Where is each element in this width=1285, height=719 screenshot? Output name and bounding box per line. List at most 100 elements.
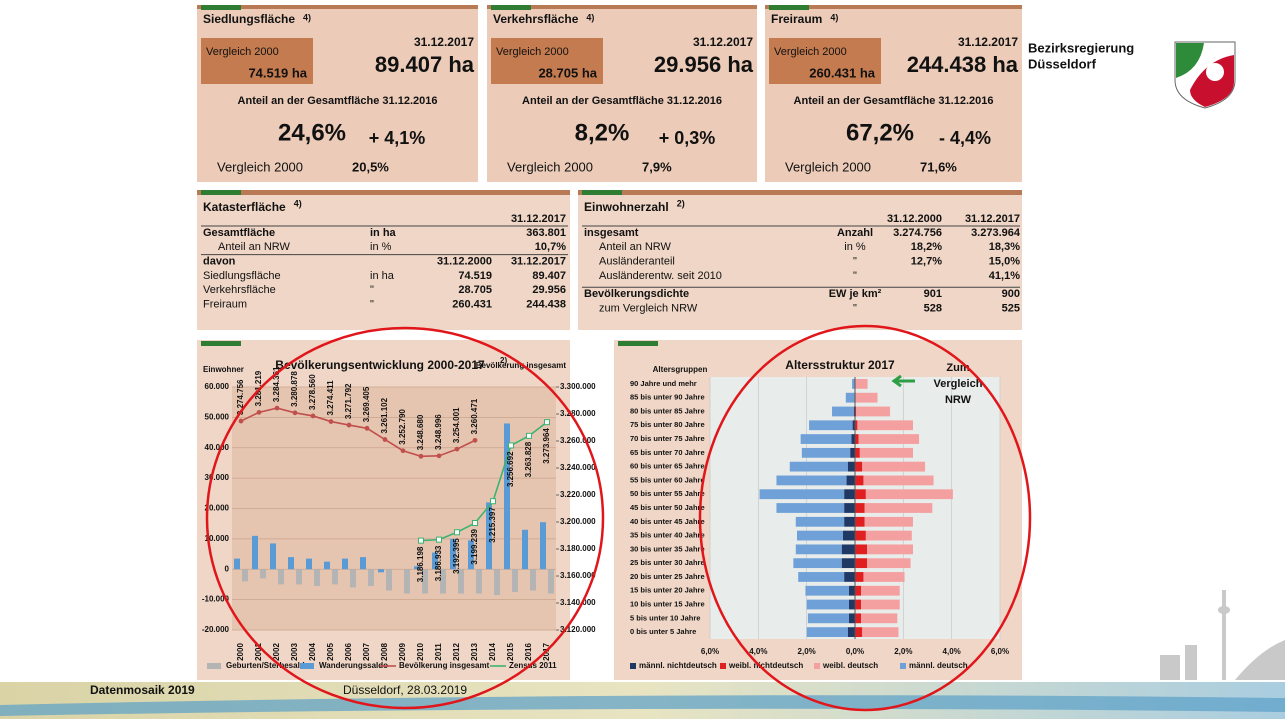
table-cell: 900 bbox=[1002, 288, 1020, 300]
compare-label: Vergleich 2000 bbox=[496, 46, 569, 58]
bar bbox=[801, 434, 852, 444]
table-header-cell: 31.12.2000 bbox=[887, 213, 942, 225]
panel-value: 89.407 ha bbox=[375, 52, 475, 77]
share-change: - 4,4% bbox=[939, 128, 991, 148]
table-header bbox=[578, 190, 1022, 195]
bar bbox=[342, 559, 348, 570]
header-strip bbox=[582, 190, 622, 195]
share-label: Anteil an der Gesamtfläche 31.12.2016 bbox=[238, 95, 438, 107]
legend-label: Bevölkerung insgesamt bbox=[399, 661, 490, 670]
y2-tick-label: 3.160.000 bbox=[560, 571, 596, 580]
table-footnote: 4) bbox=[294, 198, 302, 208]
legend-label: weibl. nichtdeutsch bbox=[728, 661, 803, 670]
legend-label: männl. nichtdeutsch bbox=[639, 661, 717, 670]
table-cell: " bbox=[853, 256, 857, 268]
table-cell: Bevölkerungsdichte bbox=[584, 288, 689, 300]
bar bbox=[805, 586, 849, 596]
bar bbox=[855, 613, 861, 623]
bar bbox=[793, 558, 841, 568]
y-tick-label: 65 bis unter 70 Jahre bbox=[630, 448, 705, 457]
y-tick-label: 90 Jahre und mehr bbox=[630, 379, 697, 388]
bar bbox=[296, 569, 302, 584]
bar bbox=[324, 562, 330, 570]
bar bbox=[842, 544, 855, 554]
x-tick-label: 2014 bbox=[488, 643, 497, 661]
bar bbox=[796, 517, 844, 527]
bar bbox=[862, 627, 898, 637]
panel bbox=[197, 5, 478, 182]
x-tick-label: 2010 bbox=[416, 643, 425, 661]
bar bbox=[306, 559, 312, 570]
bar bbox=[314, 569, 320, 586]
bar bbox=[776, 476, 846, 486]
table-cell: Anteil an NRW bbox=[218, 241, 291, 253]
data-label: 3.186.933 bbox=[434, 545, 443, 581]
marker bbox=[473, 438, 478, 443]
table-cell: Ausländeranteil bbox=[599, 256, 675, 268]
header-strip bbox=[201, 5, 241, 10]
table-cell: zum Vergleich NRW bbox=[599, 302, 698, 314]
y-tick-label: 25 bis unter 30 Jahre bbox=[630, 558, 705, 567]
marker bbox=[311, 414, 316, 419]
table-cell: Ausländerentw. seit 2010 bbox=[599, 270, 722, 282]
header-strip bbox=[769, 5, 809, 10]
bar bbox=[861, 600, 900, 610]
slide: Siedlungsfläche4)31.12.2017Vergleich 200… bbox=[0, 0, 1285, 719]
y2-axis-title: Bevölkerung insgesamt bbox=[476, 361, 567, 370]
data-label: 3.263.828 bbox=[524, 441, 533, 477]
bar bbox=[861, 613, 897, 623]
table-cell: 260.431 bbox=[452, 298, 492, 310]
data-label: 3.186.198 bbox=[416, 546, 425, 582]
compare2-label: Vergleich 2000 bbox=[507, 159, 593, 174]
data-label: 3.269.405 bbox=[362, 386, 371, 422]
table-cell: in % bbox=[844, 241, 866, 253]
bar bbox=[807, 627, 848, 637]
marker bbox=[257, 410, 262, 415]
panel bbox=[765, 5, 1022, 182]
table-footnote: 2) bbox=[677, 198, 685, 208]
share-label: Anteil an der Gesamtfläche 31.12.2016 bbox=[794, 95, 994, 107]
table-cell: 31.12.2017 bbox=[511, 256, 566, 268]
bar bbox=[855, 489, 866, 499]
table-header bbox=[197, 190, 570, 195]
bar bbox=[848, 627, 855, 637]
data-label: 3.271.792 bbox=[344, 383, 353, 419]
y-tick-label: 55 bis unter 60 Jahre bbox=[630, 475, 705, 484]
compare2-value: 20,5% bbox=[352, 159, 389, 174]
y-tick-label: 75 bis unter 80 Jahre bbox=[630, 420, 705, 429]
bar bbox=[368, 569, 374, 586]
table-cell: in % bbox=[370, 241, 392, 253]
table-cell: EW je km² bbox=[829, 288, 882, 300]
bar bbox=[866, 489, 953, 499]
bar bbox=[260, 569, 266, 578]
bar bbox=[855, 503, 865, 513]
y-tick-label: 20 bis unter 25 Jahre bbox=[630, 572, 705, 581]
bar bbox=[234, 559, 240, 570]
bar bbox=[832, 407, 854, 417]
bar bbox=[849, 600, 855, 610]
table-header-cell: 31.12.2017 bbox=[511, 213, 566, 225]
table-cell: Verkehrsfläche bbox=[203, 284, 276, 296]
bar bbox=[855, 544, 867, 554]
data-label: 3.215.397 bbox=[488, 507, 497, 543]
bar bbox=[809, 420, 853, 430]
table-cell: 901 bbox=[924, 288, 942, 300]
panel-footnote: 4) bbox=[830, 12, 838, 22]
table-cell: 528 bbox=[924, 302, 942, 314]
marker bbox=[239, 419, 244, 424]
data-label: 3.199.239 bbox=[470, 528, 479, 564]
compare2-label: Vergleich 2000 bbox=[785, 159, 871, 174]
panel-value: 244.438 ha bbox=[907, 52, 1019, 77]
y2-tick-label: 3.180.000 bbox=[560, 544, 596, 553]
y2-tick-label: 3.300.000 bbox=[560, 382, 596, 391]
x-tick-label: 6,0% bbox=[701, 647, 719, 656]
legend-label: männl. deutsch bbox=[909, 661, 968, 670]
bar bbox=[378, 569, 384, 572]
y-tick-label: 60.000 bbox=[205, 382, 230, 391]
data-label: 3.274.411 bbox=[326, 380, 335, 416]
header-strip bbox=[201, 190, 241, 195]
table-cell: " bbox=[370, 284, 374, 296]
table-cell: 12,7% bbox=[911, 256, 942, 268]
bar bbox=[855, 448, 860, 458]
bar bbox=[540, 522, 546, 569]
